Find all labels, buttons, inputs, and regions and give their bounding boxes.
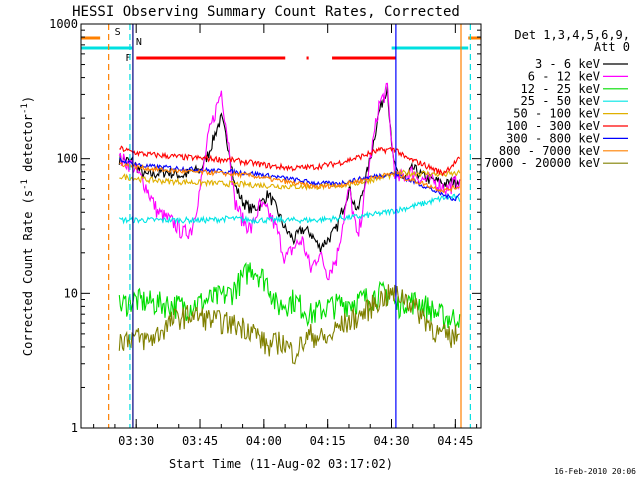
y-label-mid: detector bbox=[21, 114, 35, 179]
y-tick-label-3: 1000 bbox=[49, 17, 78, 31]
series-line-2 bbox=[118, 262, 461, 330]
chart-title: HESSI Observing Summary Count Rates, Cor… bbox=[72, 4, 460, 20]
flags-layer: S NF bbox=[81, 27, 481, 64]
flag-label-F: F bbox=[125, 53, 131, 64]
y-axis-label: Corrected Count Rate (s-1 detector-1) bbox=[20, 96, 35, 356]
legend-header-att: Att 0 bbox=[594, 40, 630, 54]
x-tick-label-2: 04:00 bbox=[246, 434, 282, 448]
y-tick-label-2: 100 bbox=[56, 152, 78, 166]
ticks-layer: 03:30 03:45 04:00 04:15 04:30 04:45 1 10 100 1000 bbox=[49, 17, 481, 448]
x-tick-label-1: 03:45 bbox=[182, 434, 218, 448]
y-label-end: ) bbox=[21, 96, 35, 103]
legend-label-1: 6 - 12 keV bbox=[528, 69, 600, 83]
x-tick-label-3: 04:15 bbox=[310, 434, 346, 448]
flag-label-S: S bbox=[115, 27, 121, 38]
series-line-3 bbox=[118, 193, 461, 225]
flag-label-N: N bbox=[136, 37, 142, 48]
y-label-sup1: -1 bbox=[20, 179, 30, 190]
plot-frame bbox=[80, 23, 482, 429]
legend-label-7: 800 - 7000 keV bbox=[499, 144, 600, 158]
x-axis-label: Start Time (11-Aug-02 03:17:02) bbox=[169, 457, 393, 471]
series-layer bbox=[118, 82, 461, 365]
series-line-8 bbox=[118, 284, 460, 365]
series-line-4 bbox=[119, 168, 461, 191]
series-line-7 bbox=[119, 162, 461, 194]
y-label-sup2: -1 bbox=[20, 103, 30, 114]
vlines-layer bbox=[108, 24, 471, 428]
y-tick-label-1: 10 bbox=[64, 286, 78, 300]
legend-label-4: 50 - 100 keV bbox=[513, 107, 600, 121]
y-tick-label-0: 1 bbox=[71, 421, 78, 435]
legend-label-6: 300 - 800 keV bbox=[506, 131, 600, 145]
legend-label-2: 12 - 25 keV bbox=[521, 82, 600, 96]
x-tick-label-0: 03:30 bbox=[118, 434, 154, 448]
y-label-main: Corrected Count Rate (s bbox=[21, 190, 35, 356]
series-line-6 bbox=[119, 157, 461, 202]
x-tick-label-4: 04:30 bbox=[373, 434, 409, 448]
legend-label-0: 3 - 6 keV bbox=[535, 57, 600, 71]
legend-label-8: 7000 - 20000 keV bbox=[484, 156, 600, 170]
footer-date: 16-Feb-2010 20:06 bbox=[554, 467, 636, 476]
legend-label-5: 100 - 300 keV bbox=[506, 119, 600, 133]
x-tick-label-5: 04:45 bbox=[437, 434, 473, 448]
legend-header: Det 1,3,4,5,6,9, bbox=[514, 28, 630, 42]
legend-label-3: 25 - 50 keV bbox=[521, 94, 600, 108]
series-line-5 bbox=[119, 145, 461, 177]
